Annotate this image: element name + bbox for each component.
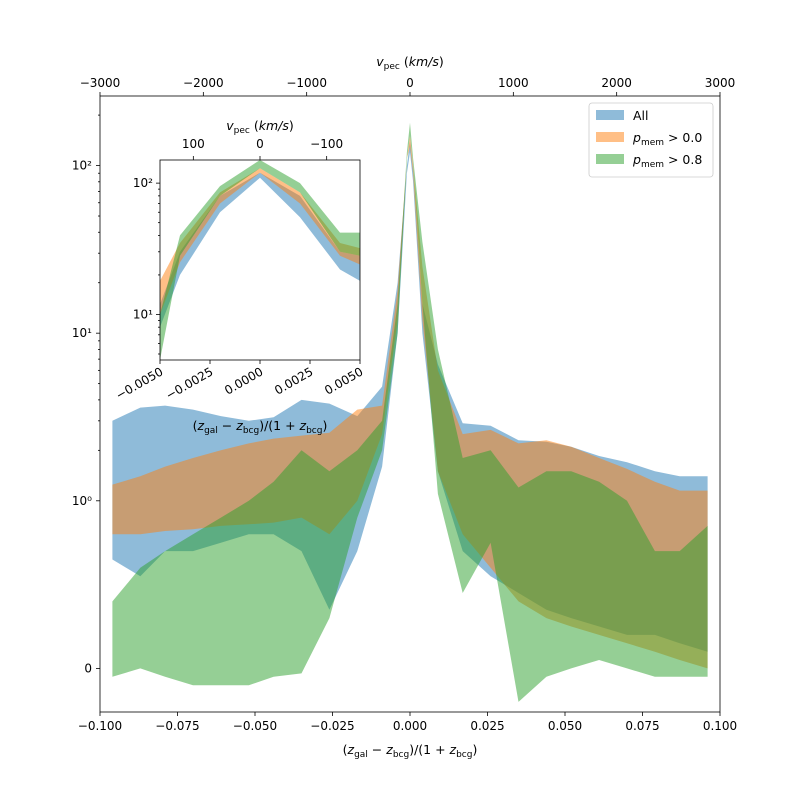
top-tick-label: −3000 (80, 76, 121, 90)
x-tick-label: 0.100 (703, 719, 737, 733)
y-tick-label: 10¹ (72, 326, 92, 340)
top-tick-label: 1000 (498, 76, 529, 90)
inset-band-group (160, 160, 360, 360)
top-tick-label: −2000 (183, 76, 224, 90)
x-tick-label: 0.000 (393, 719, 427, 733)
x-tick-label: 0.050 (548, 719, 582, 733)
inset-top-tick-label: −100 (310, 137, 343, 151)
inset-top-ticks: 100 0 −100 (182, 137, 343, 160)
legend-label-all: All (633, 108, 649, 123)
inset-top-axis-label: vpec (km/s) (226, 118, 294, 136)
legend-label-pmem0: pmem > 0.0 (632, 130, 702, 148)
x-tick-label: −0.025 (310, 719, 354, 733)
inset-bands (160, 160, 360, 360)
legend-items: All pmem > 0.0 pmem > 0.8 (596, 108, 702, 170)
main-top-ticks: −3000 −2000 −1000 0 1000 2000 3000 (80, 76, 736, 96)
top-tick-label: 2000 (601, 76, 632, 90)
legend-swatch-all (596, 110, 624, 120)
legend-label-pmem8: pmem > 0.8 (632, 152, 702, 170)
inset-y-tick-label: 10² (133, 176, 153, 190)
main-top-axis-label: vpec (km/s) (376, 54, 444, 72)
y-tick-label: 0 (84, 661, 92, 675)
legend: All pmem > 0.0 pmem > 0.8 (588, 102, 714, 178)
x-tick-label: 0.075 (625, 719, 659, 733)
top-tick-label: 3000 (705, 76, 736, 90)
top-tick-label: −1000 (286, 76, 327, 90)
main-x-ticks: −0.100 −0.075 −0.050 −0.025 0.000 0.025 0.050 0… (78, 712, 737, 733)
x-tick-label: −0.100 (78, 719, 122, 733)
x-tick-label: −0.050 (233, 719, 277, 733)
x-tick-label: 0.025 (470, 719, 504, 733)
y-tick-label: 10⁰ (72, 494, 92, 508)
inset-background (160, 160, 360, 360)
band-series-3 (112, 122, 708, 702)
inset-y-ticks: 10¹ 10² (133, 176, 160, 355)
main-y-ticks: 0 10⁰ 10¹ 10² (72, 114, 100, 675)
legend-swatch-pmem8 (596, 154, 624, 164)
inset-x-axis-label: (zgal − zbcg)/(1 + zbcg) (193, 418, 328, 436)
y-tick-label: 10² (72, 159, 92, 173)
inset-top-tick-label: 100 (182, 137, 205, 151)
legend-swatch-pmem0 (596, 132, 624, 142)
inset-band-series-3 (160, 160, 360, 360)
main-axes: −0.100 −0.075 −0.050 −0.025 0.000 0.025 0.050 0… (72, 54, 737, 760)
top-tick-label: 0 (406, 76, 414, 90)
x-tick-label: −0.075 (155, 719, 199, 733)
main-x-axis-label: (zgal − zbcg)/(1 + zbcg) (343, 742, 478, 760)
main-bands (112, 122, 708, 702)
inset-top-tick-label: 0 (256, 137, 264, 151)
inset-y-tick-label: 10¹ (133, 307, 153, 321)
